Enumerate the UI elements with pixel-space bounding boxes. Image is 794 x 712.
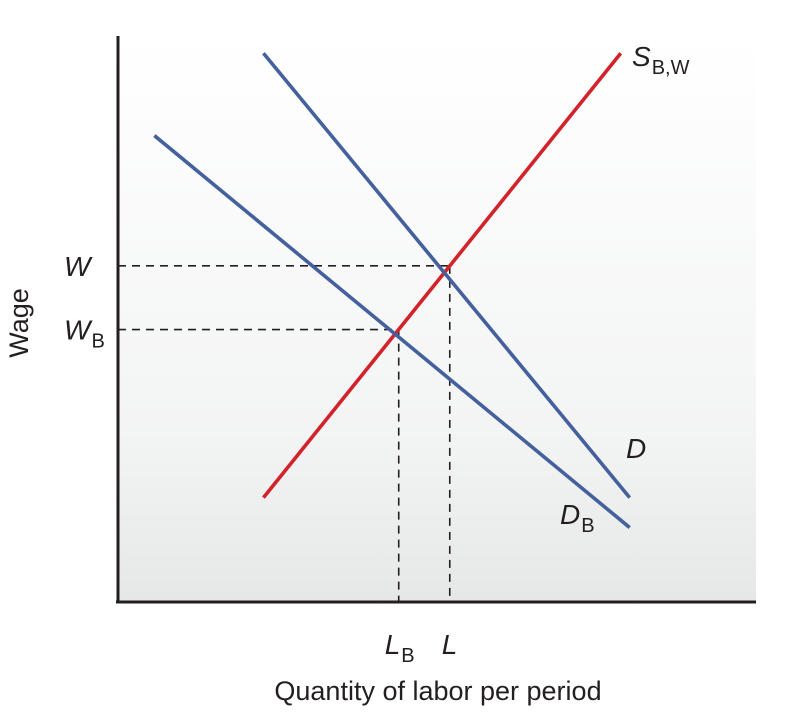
- y-tick-label-1: WB: [64, 315, 105, 353]
- curve-label-d-main: D: [626, 433, 646, 464]
- y-axis-title: Wage: [4, 288, 34, 358]
- y-tick-label-0: W: [64, 251, 93, 282]
- y-tick-label-1-subscript: B: [91, 331, 104, 353]
- curve-label-db-subscript: B: [581, 515, 594, 537]
- curve-label-s-subscript: B,W: [652, 57, 690, 79]
- curve-label-db-main: D: [560, 499, 580, 530]
- curve-label-s-main: S: [632, 41, 651, 72]
- curve-label-d: D: [626, 433, 646, 464]
- y-tick-label-1-main: W: [64, 315, 93, 346]
- x-tick-label-0-main: L: [442, 629, 458, 660]
- curve-db: [153, 134, 631, 529]
- x-tick-label-1-main: L: [385, 629, 401, 660]
- plot-background: [118, 38, 756, 602]
- x-tick-label-1: LB: [385, 629, 415, 667]
- axes: [116, 36, 756, 604]
- y-tick-label-0-main: W: [64, 251, 93, 282]
- curve-label-s: SB,W: [632, 41, 690, 79]
- curve-s: [262, 52, 623, 499]
- curves: [153, 52, 632, 529]
- curve-label-db: DB: [560, 499, 595, 537]
- curve-d: [262, 52, 632, 499]
- x-tick-label-1-subscript: B: [401, 645, 414, 667]
- x-tick-label-0: L: [442, 629, 458, 660]
- x-axis-title: Quantity of labor per period: [274, 676, 601, 706]
- guide-lines: [118, 265, 451, 602]
